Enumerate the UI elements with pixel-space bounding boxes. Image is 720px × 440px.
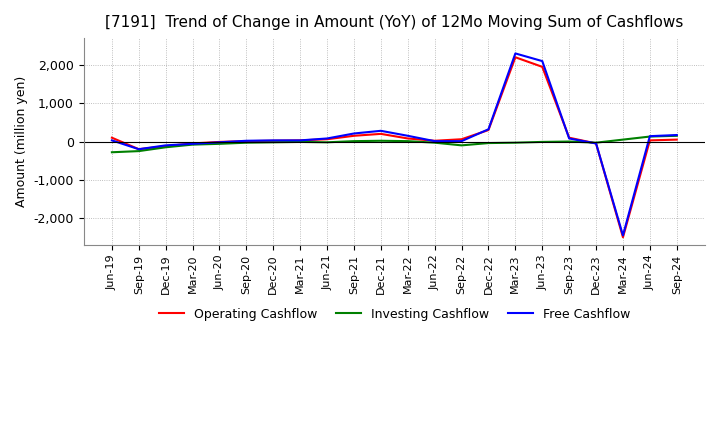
Line: Operating Cashflow: Operating Cashflow	[112, 57, 677, 237]
Legend: Operating Cashflow, Investing Cashflow, Free Cashflow: Operating Cashflow, Investing Cashflow, …	[153, 303, 635, 326]
Free Cashflow	[323, 136, 331, 141]
Operating Cashflow	[350, 133, 359, 139]
Investing Cashflow	[565, 139, 574, 144]
Free Cashflow	[646, 133, 654, 139]
Y-axis label: Amount (million yen): Amount (million yen)	[15, 76, 28, 207]
Operating Cashflow	[377, 131, 385, 136]
Investing Cashflow	[107, 150, 116, 155]
Operating Cashflow	[511, 55, 520, 60]
Operating Cashflow	[538, 64, 546, 70]
Free Cashflow	[161, 143, 170, 148]
Investing Cashflow	[592, 140, 600, 145]
Free Cashflow	[457, 139, 466, 144]
Free Cashflow	[618, 233, 627, 238]
Operating Cashflow	[161, 143, 170, 149]
Investing Cashflow	[431, 140, 439, 145]
Operating Cashflow	[269, 138, 278, 143]
Operating Cashflow	[457, 136, 466, 142]
Investing Cashflow	[457, 143, 466, 148]
Operating Cashflow	[107, 135, 116, 140]
Title: [7191]  Trend of Change in Amount (YoY) of 12Mo Moving Sum of Cashflows: [7191] Trend of Change in Amount (YoY) o…	[105, 15, 683, 30]
Free Cashflow	[215, 139, 224, 145]
Free Cashflow	[350, 131, 359, 136]
Free Cashflow	[511, 51, 520, 56]
Free Cashflow	[242, 138, 251, 143]
Investing Cashflow	[618, 137, 627, 142]
Operating Cashflow	[403, 136, 412, 141]
Investing Cashflow	[350, 139, 359, 144]
Investing Cashflow	[188, 142, 197, 147]
Operating Cashflow	[672, 137, 681, 142]
Operating Cashflow	[646, 138, 654, 143]
Free Cashflow	[377, 128, 385, 133]
Investing Cashflow	[403, 139, 412, 144]
Investing Cashflow	[484, 140, 492, 146]
Investing Cashflow	[511, 140, 520, 145]
Free Cashflow	[188, 141, 197, 147]
Free Cashflow	[269, 138, 278, 143]
Line: Free Cashflow: Free Cashflow	[112, 53, 677, 235]
Operating Cashflow	[484, 128, 492, 133]
Operating Cashflow	[296, 138, 305, 143]
Investing Cashflow	[161, 145, 170, 150]
Free Cashflow	[538, 59, 546, 64]
Operating Cashflow	[188, 141, 197, 146]
Operating Cashflow	[242, 139, 251, 144]
Free Cashflow	[592, 141, 600, 146]
Operating Cashflow	[565, 135, 574, 140]
Operating Cashflow	[135, 147, 143, 152]
Free Cashflow	[431, 139, 439, 144]
Investing Cashflow	[377, 138, 385, 143]
Investing Cashflow	[269, 139, 278, 145]
Free Cashflow	[135, 147, 143, 152]
Free Cashflow	[107, 138, 116, 143]
Investing Cashflow	[215, 141, 224, 147]
Free Cashflow	[565, 136, 574, 141]
Operating Cashflow	[215, 139, 224, 145]
Investing Cashflow	[296, 139, 305, 145]
Investing Cashflow	[672, 133, 681, 139]
Investing Cashflow	[646, 134, 654, 139]
Operating Cashflow	[592, 141, 600, 146]
Operating Cashflow	[323, 136, 331, 142]
Free Cashflow	[296, 138, 305, 143]
Free Cashflow	[484, 127, 492, 132]
Investing Cashflow	[135, 148, 143, 154]
Operating Cashflow	[618, 235, 627, 240]
Line: Investing Cashflow: Investing Cashflow	[112, 136, 677, 152]
Investing Cashflow	[242, 140, 251, 145]
Free Cashflow	[403, 133, 412, 139]
Free Cashflow	[672, 132, 681, 138]
Operating Cashflow	[431, 138, 439, 143]
Investing Cashflow	[538, 139, 546, 145]
Investing Cashflow	[323, 139, 331, 145]
